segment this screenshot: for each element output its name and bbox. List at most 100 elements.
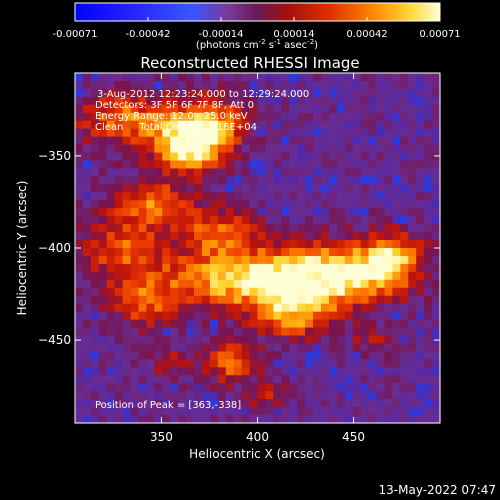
heatmap-cell [82, 367, 92, 376]
heatmap-cell [98, 80, 108, 90]
colorbar-tick-label: -0.00071 [53, 29, 98, 40]
heatmap-cell [154, 319, 163, 329]
heatmap-cell [201, 80, 211, 90]
heatmap-cell [122, 168, 132, 177]
heatmap-cell [408, 383, 417, 392]
heatmap-cell [344, 152, 354, 162]
footer-timestamp: 13-May-2022 07:47 [379, 483, 496, 497]
heatmap-cell [432, 152, 441, 162]
heatmap-cell [384, 128, 393, 138]
heatmap-cell [90, 375, 100, 384]
heatmap-cell [82, 263, 92, 273]
heatmap-cell [281, 152, 290, 162]
heatmap-cell [178, 136, 187, 146]
heatmap-cell [432, 104, 441, 114]
heatmap-cell [416, 208, 425, 217]
heatmap-cell [297, 255, 306, 265]
heatmap-cell [424, 144, 433, 154]
heatmap-cell [162, 295, 171, 305]
heatmap-cell [114, 255, 124, 265]
heatmap-cell [328, 287, 338, 297]
heatmap-cell [154, 383, 163, 392]
heatmap-cell [186, 335, 195, 345]
heatmap-cell [154, 104, 163, 114]
heatmap-cell [154, 287, 163, 297]
heatmap-cell [90, 248, 100, 257]
heatmap-cell [233, 391, 243, 400]
heatmap-cell [265, 88, 274, 98]
heatmap-cell [289, 303, 298, 313]
heatmap-cell [392, 120, 401, 130]
heatmap-cell [249, 335, 259, 345]
heatmap-cell [98, 152, 108, 162]
heatmap-cell [320, 415, 330, 424]
heatmap-cell [384, 240, 393, 249]
heatmap-cell [265, 160, 274, 170]
heatmap-cell [114, 104, 124, 114]
heatmap-cell [320, 136, 330, 146]
heatmap-cell [297, 383, 306, 392]
heatmap-cell [424, 295, 433, 305]
heatmap-cell [241, 375, 251, 384]
heatmap-cell [424, 88, 433, 98]
heatmap-cell [281, 80, 290, 90]
heatmap-cell [217, 216, 227, 225]
heatmap-cell [75, 303, 84, 313]
heatmap-cell [344, 160, 354, 170]
heatmap-cell [408, 136, 417, 146]
heatmap-cell [432, 88, 441, 98]
heatmap-cell [90, 279, 100, 289]
heatmap-cell [154, 343, 163, 352]
heatmap-cell [336, 200, 346, 209]
heatmap-cell [154, 96, 163, 106]
heatmap-cell [424, 391, 433, 400]
heatmap-cell [178, 359, 187, 368]
heatmap-cell [352, 232, 362, 241]
heatmap-cell [320, 351, 330, 360]
heatmap-cell [82, 407, 92, 416]
heatmap-cell [122, 73, 132, 82]
heatmap-cell [376, 319, 386, 329]
heatmap-cell [249, 375, 259, 384]
heatmap-cell [201, 375, 211, 384]
heatmap-cell [241, 80, 251, 90]
heatmap-cell [154, 351, 163, 360]
heatmap-cell [249, 208, 259, 217]
heatmap-cell [313, 184, 322, 193]
heatmap-cell [416, 88, 425, 98]
heatmap-cell [400, 399, 409, 408]
heatmap-cell [162, 128, 171, 138]
heatmap-cell [360, 311, 370, 321]
heatmap-cell [170, 184, 179, 193]
heatmap-cell [75, 200, 84, 209]
heatmap-cell [90, 255, 100, 265]
heatmap-cell [106, 343, 116, 352]
heatmap-cell [186, 359, 195, 368]
heatmap-cell [75, 73, 84, 82]
heatmap-cell [233, 136, 243, 146]
heatmap-cell [297, 112, 306, 122]
heatmap-cell [90, 383, 100, 392]
heatmap-cell [352, 383, 362, 392]
colorbar-tick-labels: -0.00071 -0.00042 -0.00014 0.00014 0.00042 0.… [53, 29, 461, 40]
heatmap-cell [297, 319, 306, 329]
heatmap-cell [82, 192, 92, 201]
heatmap-cell [320, 112, 330, 122]
heatmap-cell [336, 248, 346, 257]
heatmap-cell [233, 160, 243, 170]
colorbar-ticks [74, 17, 441, 21]
heatmap-cell [154, 216, 163, 225]
heatmap-cell [424, 359, 433, 368]
heatmap-cell [82, 73, 92, 82]
heatmap-cell [178, 351, 187, 360]
heatmap-cell [194, 168, 203, 177]
heatmap-cell [289, 152, 298, 162]
heatmap-cell [225, 152, 235, 162]
heatmap-cell [305, 120, 314, 130]
heatmap-cell [194, 216, 203, 225]
heatmap-cell [106, 391, 116, 400]
heatmap-cell [313, 279, 322, 289]
heatmap-cell [90, 160, 100, 170]
heatmap-cell [106, 303, 116, 313]
heatmap-cell [305, 128, 314, 138]
